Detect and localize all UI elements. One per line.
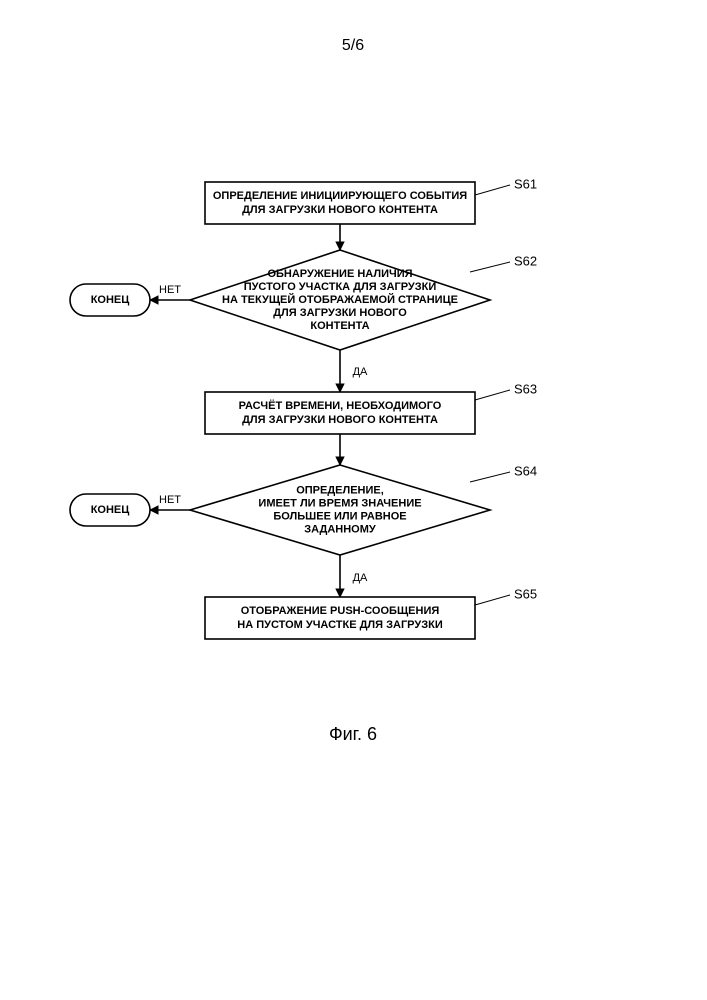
decision-diamond-text: НА ТЕКУЩЕЙ ОТОБРАЖАЕМОЙ СТРАНИЦЕ bbox=[222, 293, 458, 306]
step-label: S62 bbox=[514, 253, 537, 268]
edge-label: НЕТ bbox=[159, 284, 181, 296]
process-box-text: ОПРЕДЕЛЕНИЕ ИНИЦИИРУЮЩЕГО СОБЫТИЯ bbox=[213, 190, 467, 202]
decision-diamond-text: ДЛЯ ЗАГРУЗКИ НОВОГО bbox=[273, 307, 407, 319]
process-box-text: ДЛЯ ЗАГРУЗКИ НОВОГО КОНТЕНТА bbox=[242, 204, 438, 216]
decision-diamond-text: ПУСТОГО УЧАСТКА ДЛЯ ЗАГРУЗКИ bbox=[244, 281, 437, 293]
edge-label: ДА bbox=[353, 366, 368, 378]
step-label: S64 bbox=[514, 463, 537, 478]
label-leader bbox=[475, 185, 510, 195]
label-leader bbox=[470, 262, 510, 272]
flowchart: ДА НЕТ ДА НЕТ ОПРЕДЕЛЕНИЕ ИНИЦИИРУЮЩЕГО СОБЫ… bbox=[70, 176, 537, 639]
edge-label: ДА bbox=[353, 572, 368, 584]
decision-diamond-text: КОНТЕНТА bbox=[310, 320, 369, 332]
decision-diamond-text: ЗАДАННОМУ bbox=[304, 523, 376, 535]
decision-diamond-text: ОПРЕДЕЛЕНИЕ, bbox=[296, 484, 384, 496]
step-label: S65 bbox=[514, 586, 537, 601]
label-leader bbox=[475, 595, 510, 605]
process-box-text: РАСЧЁТ ВРЕМЕНИ, НЕОБХОДИМОГО bbox=[239, 399, 442, 412]
process-box-text: НА ПУСТОМ УЧАСТКЕ ДЛЯ ЗАГРУЗКИ bbox=[237, 619, 443, 631]
edge-label: НЕТ bbox=[159, 494, 181, 506]
page-number: 5/6 bbox=[342, 37, 364, 54]
process-box-text: ДЛЯ ЗАГРУЗКИ НОВОГО КОНТЕНТА bbox=[242, 414, 438, 426]
decision-diamond-text: БОЛЬШЕЕ ИЛИ РАВНОЕ bbox=[273, 510, 406, 522]
figure-caption: Фиг. 6 bbox=[329, 724, 377, 744]
terminator-text: КОНЕЦ bbox=[91, 294, 130, 306]
decision-diamond-text: ОБНАРУЖЕНИЕ НАЛИЧИЯ bbox=[267, 268, 412, 280]
label-leader bbox=[470, 472, 510, 482]
label-leader bbox=[475, 390, 510, 400]
step-label: S63 bbox=[514, 381, 537, 396]
step-label: S61 bbox=[514, 176, 537, 191]
decision-diamond-text: ИМЕЕТ ЛИ ВРЕМЯ ЗНАЧЕНИЕ bbox=[258, 497, 421, 509]
terminator-text: КОНЕЦ bbox=[91, 504, 130, 516]
process-box-text: ОТОБРАЖЕНИЕ PUSH-СООБЩЕНИЯ bbox=[241, 605, 440, 617]
